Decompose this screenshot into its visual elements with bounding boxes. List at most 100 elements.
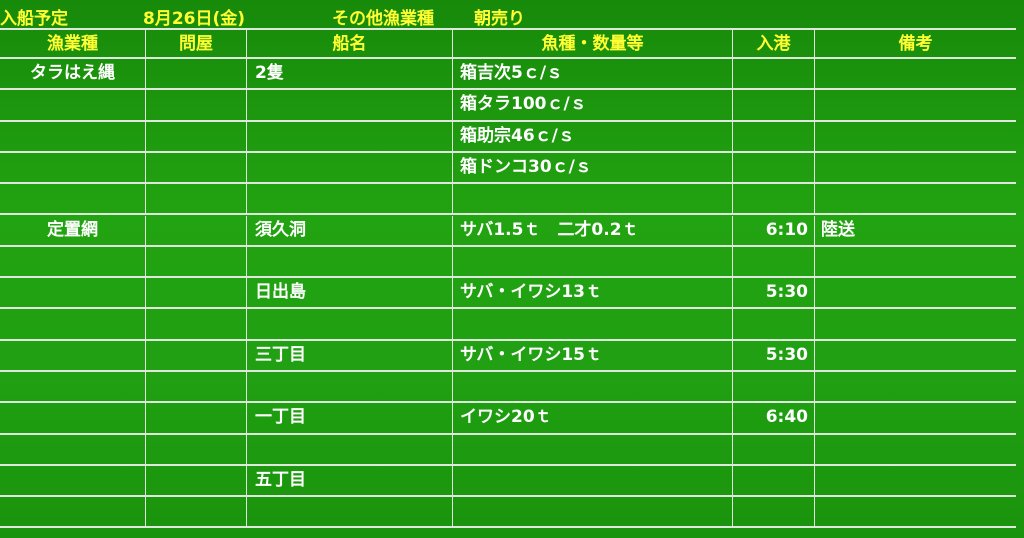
fishery-type-cell: [0, 403, 146, 433]
catch-cell: 箱吉次5ｃ/ｓ: [453, 59, 733, 89]
wholesaler-cell: [146, 372, 247, 402]
catch-cell: 箱タラ100ｃ/ｓ: [453, 90, 733, 120]
board-title-bar: 入船予定 8月26日(金) その他漁業種 朝売り: [0, 0, 1024, 29]
arrival-time-cell: [733, 246, 815, 277]
remarks-cell: [815, 497, 1016, 526]
table-row: [0, 372, 1016, 404]
remarks-cell: [815, 403, 1016, 432]
board-date: 8月26日(金): [143, 9, 246, 29]
arrival-time-cell: [733, 59, 815, 89]
board-session: 朝売り: [474, 9, 525, 29]
vessel-name-cell: 日出島: [247, 278, 453, 308]
fishery-type-cell: 定置網: [0, 215, 146, 245]
wholesaler-cell: [146, 403, 247, 433]
vessel-name-cell: [247, 497, 453, 527]
vessel-name-cell: [247, 90, 453, 120]
table-row: 一丁目 イワシ20ｔ 6:40: [0, 403, 1016, 435]
catch-cell: [453, 434, 733, 464]
table-row: [0, 309, 1016, 341]
arrival-time-cell: [733, 465, 815, 496]
table-row: [0, 497, 1016, 529]
arrival-time-cell: [733, 90, 815, 120]
remarks-cell: [815, 59, 1016, 88]
catch-cell: 箱ドンコ30ｃ/ｓ: [453, 152, 733, 183]
column-header-vessel-name: 船名: [247, 30, 453, 57]
fishery-type-cell: [0, 121, 146, 151]
remarks-cell: [815, 466, 1016, 495]
fishery-type-cell: [0, 434, 146, 464]
column-header-fishery-type: 漁業種: [0, 30, 146, 57]
table-row: 箱タラ100ｃ/ｓ: [0, 90, 1016, 122]
table-row: 定置網 須久洞 サバ1.5ｔ 二才0.2ｔ 6:10 陸送: [0, 215, 1016, 247]
catch-cell: [453, 497, 733, 527]
table-row: [0, 434, 1016, 466]
remarks-cell: [815, 184, 1016, 213]
fishery-type-cell: [0, 90, 146, 120]
arrival-time-cell: [733, 184, 815, 214]
wholesaler-cell: [146, 121, 247, 151]
table-row: 五丁目: [0, 465, 1016, 498]
arrival-time-cell: 5:30: [733, 278, 815, 308]
fishery-type-cell: [0, 278, 146, 308]
fishery-type-cell: [0, 497, 146, 527]
wholesaler-cell: [146, 340, 247, 370]
vessel-name-cell: 五丁目: [247, 465, 453, 496]
catch-cell: イワシ20ｔ: [453, 403, 733, 433]
wholesaler-cell: [146, 215, 247, 245]
vessel-name-cell: [247, 309, 453, 339]
arrival-time-cell: [733, 152, 815, 183]
remarks-cell: [815, 278, 1016, 307]
arrival-time-cell: [733, 121, 815, 151]
remarks-cell: [815, 341, 1016, 370]
fishery-type-cell: タラはえ縄: [0, 59, 146, 89]
column-header-arrival: 入港: [733, 30, 815, 57]
board-title: 入船予定: [0, 9, 68, 29]
arrival-time-cell: [733, 434, 815, 464]
column-header-wholesaler: 問屋: [146, 30, 247, 57]
catch-cell: [453, 184, 733, 214]
remarks-cell: [815, 122, 1016, 151]
board-category: その他漁業種: [332, 9, 434, 29]
remarks-cell: [815, 309, 1016, 338]
vessel-name-cell: [247, 184, 453, 214]
arrival-time-cell: [733, 372, 815, 402]
column-header-remarks: 備考: [898, 34, 933, 54]
table-row: 日出島 サバ・イワシ13ｔ 5:30: [0, 278, 1016, 310]
vessel-name-cell: 須久洞: [247, 215, 453, 245]
vessel-name-cell: [247, 121, 453, 151]
table-row: タラはえ縄 2隻 箱吉次5ｃ/ｓ: [0, 59, 1016, 91]
vessel-name-cell: [247, 246, 453, 277]
table-header-row: 漁業種 問屋 船名 魚種・数量等 入港 備考: [0, 28, 1016, 59]
remarks-cell: [815, 153, 1016, 182]
vessel-name-cell: 三丁目: [247, 340, 453, 370]
catch-cell: [453, 372, 733, 402]
vessel-name-cell: 2隻: [247, 59, 453, 89]
wholesaler-cell: [146, 152, 247, 183]
wholesaler-cell: [146, 278, 247, 308]
remarks-cell: [815, 435, 1016, 464]
fishery-type-cell: [0, 184, 146, 214]
vessel-name-cell: 一丁目: [247, 403, 453, 433]
wholesaler-cell: [146, 497, 247, 527]
fishery-type-cell: [0, 465, 146, 496]
wholesaler-cell: [146, 59, 247, 89]
catch-cell: [453, 309, 733, 339]
remarks-cell: [815, 90, 1016, 119]
table-row: 箱ドンコ30ｃ/ｓ: [0, 152, 1016, 185]
table-row: [0, 246, 1016, 279]
table-row: 箱助宗46ｃ/ｓ: [0, 121, 1016, 153]
remarks-cell: 陸送: [821, 219, 855, 240]
remarks-cell: [815, 372, 1016, 401]
arrival-time-cell: 5:30: [733, 340, 815, 370]
wholesaler-cell: [146, 184, 247, 214]
table-row: [0, 184, 1016, 216]
catch-cell: サバ・イワシ13ｔ: [453, 278, 733, 308]
table-row: 三丁目 サバ・イワシ15ｔ 5:30: [0, 340, 1016, 372]
vessel-name-cell: [247, 434, 453, 464]
wholesaler-cell: [146, 465, 247, 496]
catch-cell: サバ・イワシ15ｔ: [453, 340, 733, 370]
remarks-cell: [815, 247, 1016, 276]
fishery-type-cell: [0, 340, 146, 370]
catch-cell: 箱助宗46ｃ/ｓ: [453, 121, 733, 151]
fishery-type-cell: [0, 246, 146, 277]
